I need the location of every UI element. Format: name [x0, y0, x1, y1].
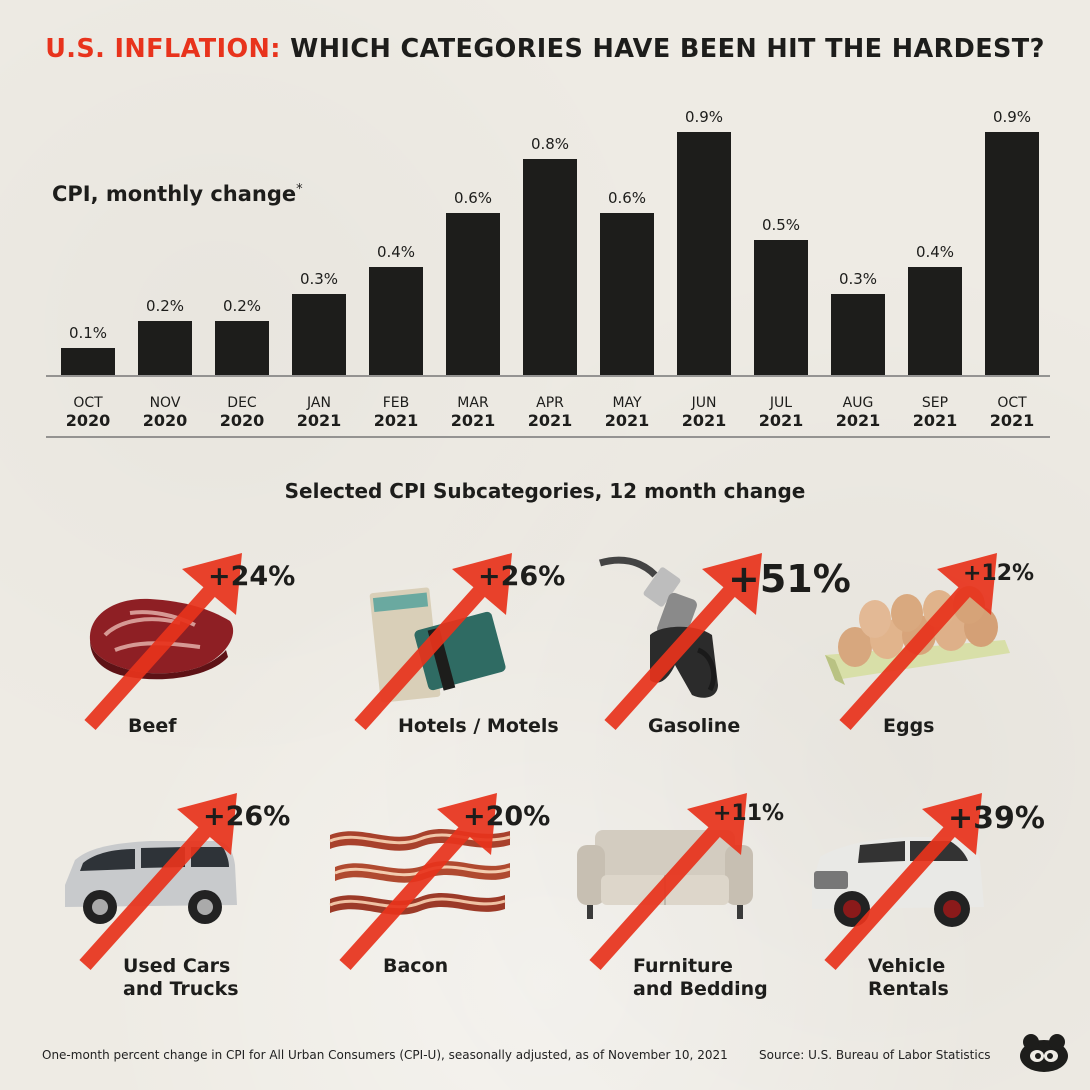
bar — [908, 267, 962, 375]
x-tick-year: 2021 — [682, 411, 727, 430]
bar — [523, 159, 577, 375]
x-tick-year: 2020 — [66, 411, 111, 430]
x-tick-year: 2021 — [990, 411, 1035, 430]
bar — [292, 294, 346, 375]
x-tick-year: 2021 — [297, 411, 342, 430]
subcategory-tile: +20% Bacon — [315, 775, 575, 985]
x-tick-month: MAY — [612, 395, 642, 411]
x-tick-month: SEP — [922, 395, 948, 411]
x-tick-month: OCT — [997, 395, 1027, 411]
visual-capitalist-logo-icon — [1020, 1034, 1068, 1072]
bar-value-label: 0.3% — [839, 270, 877, 288]
subcategory-change: +12% — [963, 561, 1035, 586]
subcategory-tile: +26% Hotels / Motels — [330, 535, 590, 745]
bar-value-label: 0.6% — [454, 189, 492, 207]
bar-value-label: 0.9% — [993, 108, 1031, 126]
bar — [600, 213, 654, 375]
bar-value-label: 0.4% — [916, 243, 954, 261]
bar-value-label: 0.8% — [531, 135, 569, 153]
subcategories-heading: Selected CPI Subcategories, 12 month cha… — [284, 479, 806, 503]
title-highlight: U.S. INFLATION: — [45, 34, 281, 64]
subcategory-change: +26% — [203, 801, 291, 832]
subcategory-name: Vehicle Rentals — [868, 955, 949, 1000]
bar-value-label: 0.5% — [762, 216, 800, 234]
subcategory-change: +20% — [463, 801, 551, 832]
red-arrow-icon — [79, 793, 237, 971]
subcategory-name: Beef — [128, 715, 177, 737]
subcategory-tile: +24% Beef — [60, 535, 320, 745]
x-tick-month: OCT — [73, 395, 103, 411]
x-tick-year: 2021 — [913, 411, 958, 430]
bar — [138, 321, 192, 375]
y-label-text: CPI, monthly change — [52, 182, 297, 206]
x-tick-month: APR — [536, 395, 564, 411]
x-tick-year: 2021 — [759, 411, 804, 430]
bar — [446, 213, 500, 375]
x-tick-month: NOV — [150, 395, 181, 411]
bar-value-label: 0.4% — [377, 243, 415, 261]
bar — [215, 321, 269, 375]
subcategory-tile: +26% Used Cars and Trucks — [55, 775, 315, 1000]
minivan-icon — [65, 841, 237, 924]
x-tick-year: 2021 — [605, 411, 650, 430]
x-tick-year: 2020 — [220, 411, 265, 430]
x-tick-month: AUG — [843, 395, 874, 411]
bar — [369, 267, 423, 375]
source-note: Source: U.S. Bureau of Labor Statistics — [759, 1048, 991, 1062]
x-tick-year: 2021 — [451, 411, 496, 430]
subcategory-name: Gasoline — [648, 715, 741, 737]
subcategory-change: +26% — [478, 561, 566, 592]
x-tick-month: JUL — [769, 395, 792, 411]
subcategory-name: Used Cars and Trucks — [123, 955, 239, 1000]
bar-value-label: 0.2% — [223, 297, 261, 315]
red-arrow-icon — [354, 553, 512, 731]
subcategory-change: +51% — [728, 557, 851, 601]
bar-value-label: 0.2% — [146, 297, 184, 315]
bar-value-label: 0.1% — [69, 324, 107, 342]
chart-y-label: CPI, monthly change* — [52, 182, 303, 206]
bar — [677, 132, 731, 375]
red-arrow-icon — [339, 793, 497, 971]
red-arrow-icon — [604, 553, 762, 731]
footnote: One-month percent change in CPI for All … — [42, 1048, 728, 1062]
bar-value-label: 0.3% — [300, 270, 338, 288]
red-arrow-icon — [824, 793, 982, 971]
subcategory-tile: +11% Furniture and Bedding — [565, 775, 825, 1000]
subcategory-name: Hotels / Motels — [398, 715, 559, 737]
bar-value-label: 0.9% — [685, 108, 723, 126]
subcategory-name: Bacon — [383, 955, 449, 977]
sofa-icon — [577, 830, 753, 919]
subcategory-tile: +39% Vehicle Rentals — [800, 775, 1060, 1000]
bar-value-label: 0.6% — [608, 189, 646, 207]
bar — [831, 294, 885, 375]
x-tick-year: 2021 — [836, 411, 881, 430]
x-tick-month: JUN — [691, 395, 717, 411]
title-rest: WHICH CATEGORIES HAVE BEEN HIT THE HARDE… — [280, 34, 1045, 64]
subcategory-name: Eggs — [883, 715, 935, 737]
red-arrow-icon — [589, 793, 747, 971]
suv-icon — [812, 837, 984, 927]
x-tick-year: 2021 — [528, 411, 573, 430]
page-title: U.S. INFLATION: WHICH CATEGORIES HAVE BE… — [0, 34, 1090, 64]
x-tick-month: FEB — [383, 395, 410, 411]
x-tick-month: JAN — [306, 395, 331, 411]
bar — [754, 240, 808, 375]
x-tick-year: 2020 — [143, 411, 188, 430]
subcategory-change: +24% — [208, 561, 296, 592]
x-tick-month: DEC — [227, 395, 257, 411]
y-label-footnote-mark: * — [296, 182, 303, 197]
eggs-icon — [825, 586, 1010, 685]
subcategory-change: +11% — [713, 801, 785, 826]
red-arrow-icon — [839, 553, 997, 731]
x-tick-year: 2021 — [374, 411, 419, 430]
bar — [61, 348, 115, 375]
subcategory-tile: +51% Gasoline — [580, 535, 851, 745]
monthly-cpi-bar-chart: 0.1%OCT20200.2%NOV20200.2%DEC20200.3%JAN… — [46, 108, 1050, 438]
x-tick-month: MAR — [457, 395, 489, 411]
bar — [985, 132, 1039, 375]
red-arrow-icon — [84, 553, 242, 731]
subcategory-name: Furniture and Bedding — [633, 955, 768, 1000]
subcategory-tile: +12% Eggs — [815, 535, 1075, 745]
subcategory-change: +39% — [948, 801, 1045, 836]
